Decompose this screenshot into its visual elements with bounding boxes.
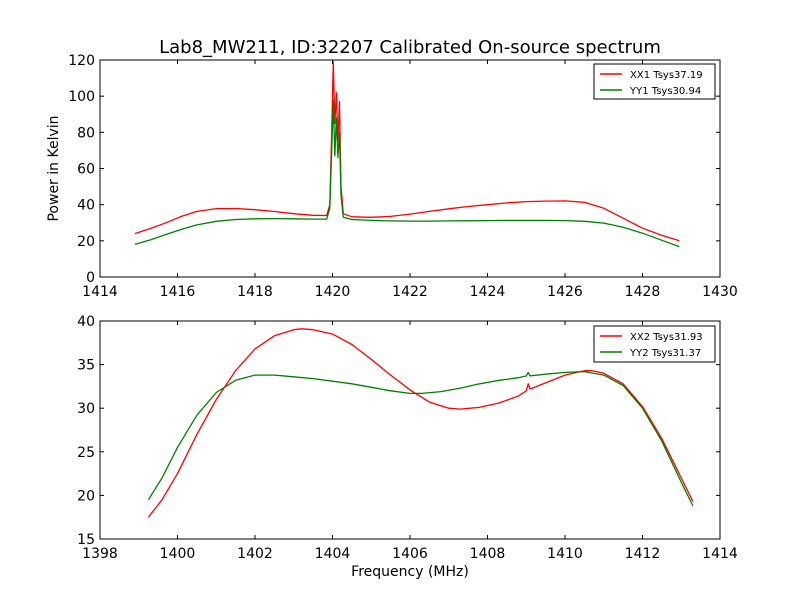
top-y-axis-label: Power in Kelvin bbox=[46, 115, 62, 221]
bottom-x-tick-label: 1398 bbox=[82, 546, 118, 562]
bottom-legend: XX2 Tsys31.93 YY2 Tsys31.37 bbox=[593, 325, 716, 363]
legend-label-yy2: YY2 Tsys31.37 bbox=[629, 348, 701, 359]
top-x-tick-label: 1430 bbox=[702, 284, 738, 300]
bottom-x-tick-label: 1402 bbox=[237, 546, 273, 562]
top-series-lines bbox=[134, 61, 680, 248]
bottom-y-tick-label: 20 bbox=[77, 488, 95, 504]
top-x-tick-label: 1424 bbox=[470, 284, 506, 300]
top-x-tick-label: 1426 bbox=[547, 284, 583, 300]
top-x-tick-label: 1418 bbox=[237, 284, 273, 300]
top-x-tick-label: 1414 bbox=[82, 284, 118, 300]
top-y-tick-label: 0 bbox=[86, 270, 95, 286]
figure-title: Lab8_MW211, ID:32207 Calibrated On-sourc… bbox=[159, 37, 661, 58]
top-y-tick-label: 80 bbox=[77, 125, 95, 141]
legend-label-yy1: YY1 Tsys30.94 bbox=[629, 86, 701, 97]
bottom-y-tick-label: 30 bbox=[77, 401, 95, 417]
bottom-y-tick-label: 25 bbox=[77, 445, 95, 461]
top-y-tick-label: 100 bbox=[68, 89, 95, 105]
top-x-tick-label: 1416 bbox=[160, 284, 196, 300]
top-legend: XX1 Tsys37.19 YY1 Tsys30.94 bbox=[593, 63, 716, 100]
top-legend-box bbox=[593, 63, 716, 100]
top-y-tick-label: 20 bbox=[77, 234, 95, 250]
top-x-tick-label: 1420 bbox=[315, 284, 351, 300]
legend-label-xx2: XX2 Tsys31.93 bbox=[630, 332, 703, 343]
bottom-x-tick-label: 1410 bbox=[547, 546, 583, 562]
top-y-tick-label: 60 bbox=[77, 162, 95, 178]
bottom-y-tick-label: 15 bbox=[77, 532, 95, 548]
bottom-x-tick-label: 1406 bbox=[392, 546, 428, 562]
bottom-series-line-1 bbox=[147, 370, 694, 507]
bottom-series-lines bbox=[147, 328, 694, 518]
top-spectrum-panel: 1414 1416 1418 1420 1422 1424 1426 1428 1430 0 20 4… bbox=[46, 53, 738, 300]
bottom-spectrum-panel: 1398 1400 1402 1404 1406 1408 1410 1412 1414 15 20… bbox=[77, 314, 738, 580]
top-axis-ticks: 1414 1416 1418 1420 1422 1424 1426 1428 1430 0 20 4… bbox=[68, 53, 738, 300]
top-y-tick-label: 40 bbox=[77, 198, 95, 214]
bottom-x-tick-label: 1408 bbox=[470, 546, 506, 562]
bottom-x-tick-label: 1412 bbox=[625, 546, 661, 562]
bottom-x-axis-label: Frequency (MHz) bbox=[351, 564, 469, 580]
bottom-x-tick-label: 1404 bbox=[315, 546, 351, 562]
top-x-tick-label: 1428 bbox=[625, 284, 661, 300]
bottom-axis-ticks: 1398 1400 1402 1404 1406 1408 1410 1412 1414 15 20… bbox=[77, 314, 738, 562]
bottom-x-tick-label: 1414 bbox=[702, 546, 738, 562]
bottom-legend-box bbox=[593, 325, 716, 363]
bottom-series-line-0 bbox=[147, 328, 694, 518]
top-series-line-1 bbox=[134, 99, 680, 248]
bottom-x-tick-label: 1400 bbox=[160, 546, 196, 562]
top-y-tick-label: 120 bbox=[68, 53, 95, 69]
bottom-y-tick-label: 40 bbox=[77, 314, 95, 330]
legend-label-xx1: XX1 Tsys37.19 bbox=[630, 70, 703, 81]
bottom-y-tick-label: 35 bbox=[77, 358, 95, 374]
top-x-tick-label: 1422 bbox=[392, 284, 428, 300]
